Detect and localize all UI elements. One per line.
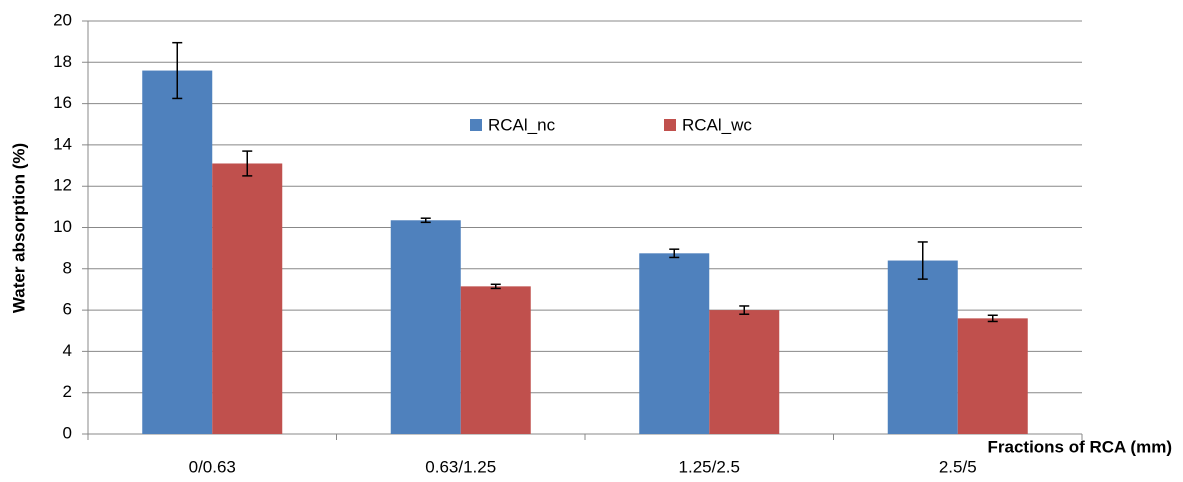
y-tick-label: 12 bbox=[53, 176, 72, 195]
legend-label: RCAl_wc bbox=[682, 115, 752, 134]
bar bbox=[887, 260, 958, 434]
bar bbox=[957, 318, 1028, 434]
y-tick-label: 6 bbox=[63, 300, 72, 319]
error-bar bbox=[420, 217, 431, 224]
y-tick-label: 16 bbox=[53, 93, 72, 112]
bar bbox=[639, 253, 710, 434]
legend-swatch bbox=[664, 119, 676, 131]
x-tick-label: 0.63/1.25 bbox=[425, 457, 496, 476]
bar bbox=[460, 286, 531, 434]
bar bbox=[212, 163, 283, 435]
legend-swatch bbox=[470, 119, 482, 131]
x-tick-label: 0/0.63 bbox=[189, 457, 236, 476]
error-bar bbox=[987, 314, 998, 323]
error-bar bbox=[739, 305, 750, 315]
y-tick-label: 4 bbox=[63, 341, 72, 360]
error-bar bbox=[242, 150, 253, 177]
y-tick-label: 10 bbox=[53, 217, 72, 236]
y-tick-label: 2 bbox=[63, 382, 72, 401]
bar bbox=[142, 70, 213, 434]
error-bar bbox=[490, 283, 501, 290]
legend-label: RCAl_nc bbox=[488, 115, 556, 134]
y-tick-label: 18 bbox=[53, 52, 72, 71]
y-tick-label: 14 bbox=[53, 134, 72, 153]
y-tick-label: 8 bbox=[63, 258, 72, 277]
y-tick-label: 20 bbox=[53, 10, 72, 29]
x-tick-label: 1.25/2.5 bbox=[679, 457, 740, 476]
y-axis-label: Water absorption (%) bbox=[9, 143, 28, 313]
x-axis-label: Fractions of RCA (mm) bbox=[988, 437, 1173, 456]
x-tick-label: 2.5/5 bbox=[939, 457, 977, 476]
error-bar bbox=[172, 41, 183, 100]
bar bbox=[709, 310, 780, 434]
error-bar bbox=[669, 248, 680, 259]
bar bbox=[390, 220, 461, 434]
y-tick-label: 0 bbox=[63, 423, 72, 442]
error-bar bbox=[917, 241, 928, 280]
